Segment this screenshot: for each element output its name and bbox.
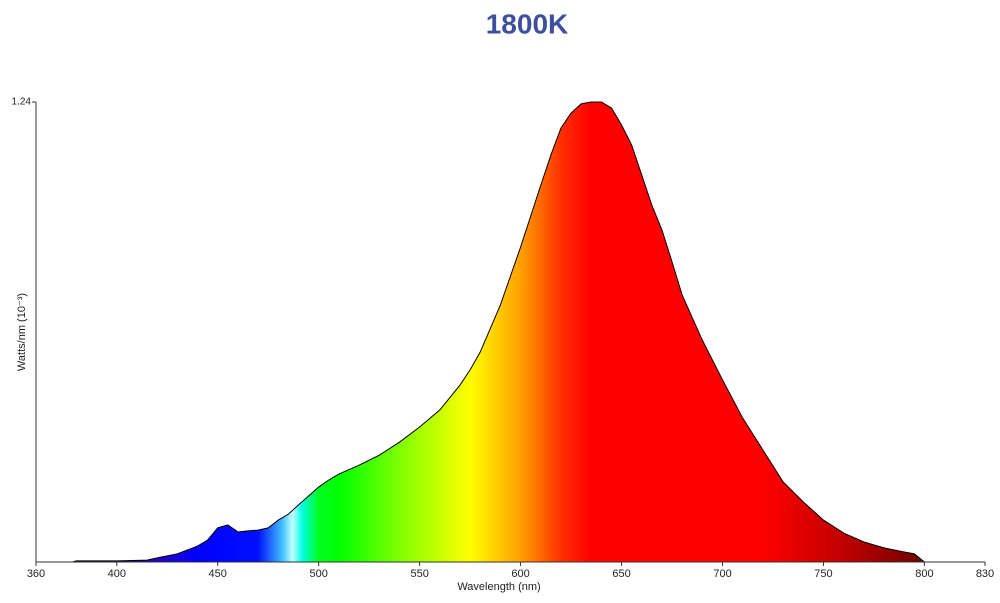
y-tick-label: 1.24 [12,97,32,108]
x-tick-label: 360 [27,568,45,580]
x-tick-label: 450 [209,568,227,580]
x-tick-label: 500 [310,568,328,580]
x-tick-label: 800 [915,568,933,580]
x-tick-label: 830 [976,568,994,580]
x-tick-label: 400 [108,568,126,580]
x-axis-label: Wavelength (nm) [457,581,540,593]
x-tick-label: 550 [410,568,428,580]
x-tick-label: 600 [511,568,529,580]
spectrum-area [72,101,926,563]
x-tick-label: 700 [713,568,731,580]
x-tick-label: 750 [814,568,832,580]
x-tick-label: 650 [612,568,630,580]
y-axis-label: Watts/nm (10⁻³) [16,293,28,371]
chart-title: 1800K [486,8,569,39]
